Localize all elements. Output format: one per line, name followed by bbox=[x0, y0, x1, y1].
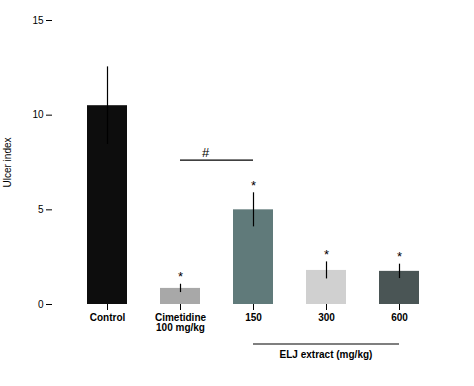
svg-text:Ulcer index: Ulcer index bbox=[2, 137, 13, 187]
svg-text:*: * bbox=[251, 178, 256, 193]
svg-text:Cimetidine100 mg/kg: Cimetidine100 mg/kg bbox=[155, 312, 207, 333]
svg-text:#: # bbox=[202, 145, 210, 160]
svg-text:300: 300 bbox=[318, 312, 335, 323]
svg-text:600: 600 bbox=[391, 312, 408, 323]
svg-text:*: * bbox=[324, 247, 329, 262]
svg-text:15: 15 bbox=[32, 15, 44, 26]
svg-text:150: 150 bbox=[245, 312, 262, 323]
svg-text:ELJ extract (mg/kg): ELJ extract (mg/kg) bbox=[280, 349, 373, 360]
svg-text:*: * bbox=[178, 269, 183, 284]
svg-text:10: 10 bbox=[32, 109, 44, 120]
svg-text:0: 0 bbox=[38, 299, 44, 310]
svg-text:5: 5 bbox=[38, 204, 44, 215]
svg-text:Control: Control bbox=[90, 312, 126, 323]
svg-text:*: * bbox=[397, 249, 402, 264]
